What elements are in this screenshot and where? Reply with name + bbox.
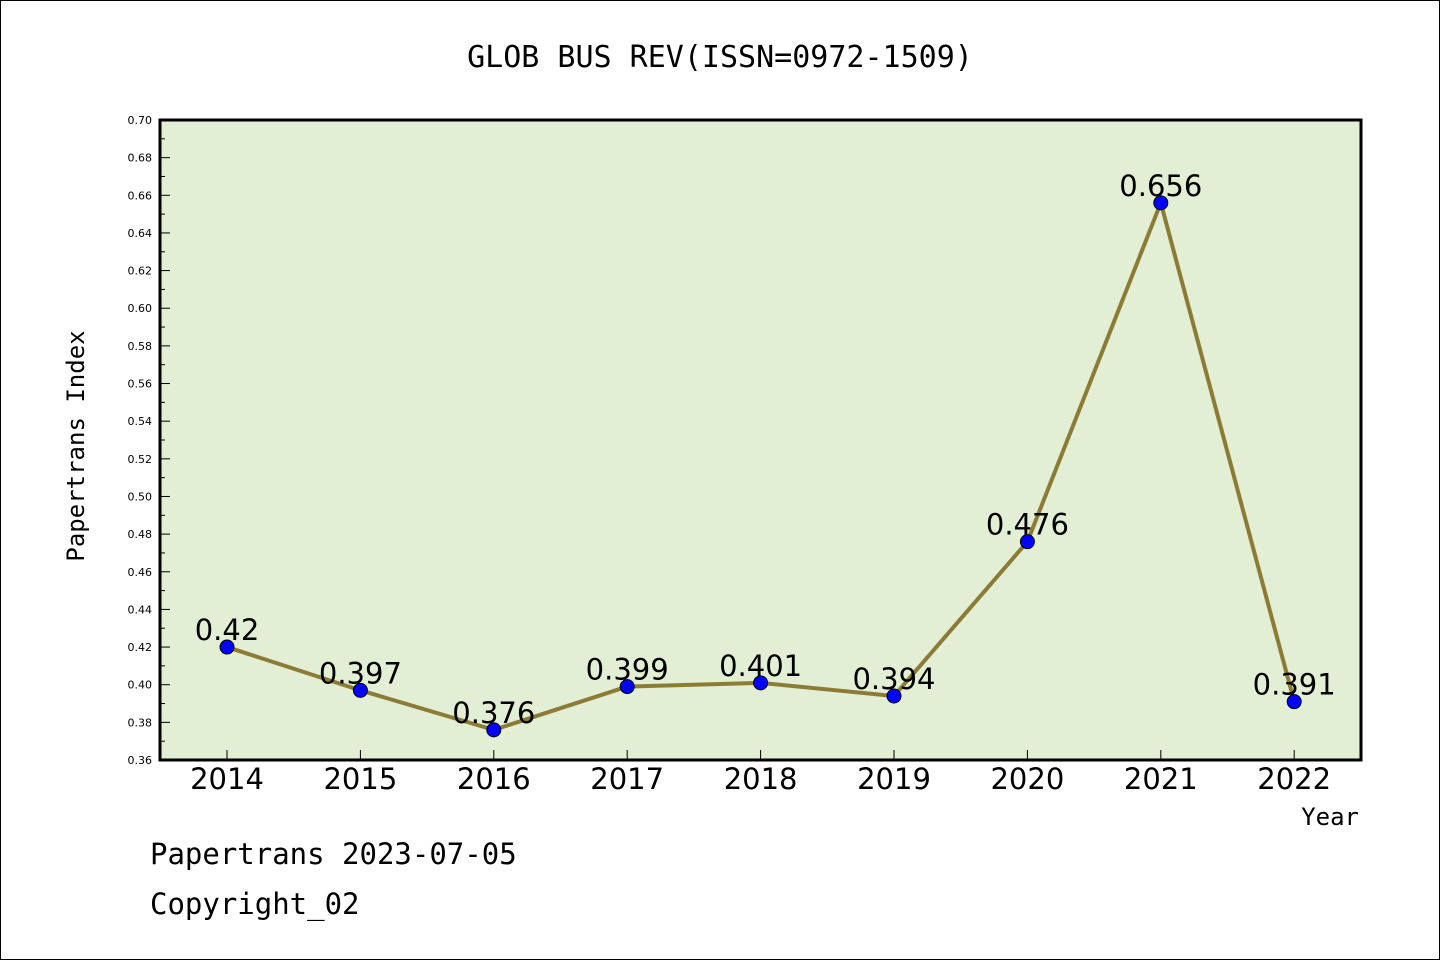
footer-copyright: Copyright_02 bbox=[150, 887, 360, 922]
y-axis-label: Papertrans Index bbox=[62, 330, 90, 561]
x-tick-label: 2021 bbox=[1124, 762, 1198, 796]
data-label: 0.397 bbox=[319, 656, 402, 690]
x-tick-label: 2016 bbox=[457, 762, 531, 796]
y-tick-label: 0.60 bbox=[128, 302, 153, 315]
y-tick-label: 0.68 bbox=[128, 152, 153, 165]
y-tick-label: 0.36 bbox=[128, 754, 153, 767]
y-tick-label: 0.66 bbox=[128, 189, 153, 202]
y-tick-label: 0.50 bbox=[128, 490, 153, 503]
y-tick-label: 0.52 bbox=[128, 453, 153, 466]
y-tick-label: 0.42 bbox=[128, 641, 153, 654]
data-label: 0.656 bbox=[1119, 169, 1202, 203]
data-point bbox=[486, 722, 502, 738]
data-point bbox=[1153, 195, 1169, 211]
point-layer bbox=[219, 195, 1302, 738]
data-label: 0.391 bbox=[1253, 668, 1336, 702]
x-axis: 2014 2015 2016 2017 2018 2019 2020 2021 2022 bbox=[190, 750, 1331, 796]
y-tick-label: 0.58 bbox=[128, 340, 153, 353]
chart-title: GLOB BUS REV(ISSN=0972-1509) bbox=[467, 40, 973, 75]
x-tick-label: 2020 bbox=[990, 762, 1064, 796]
data-point bbox=[352, 682, 368, 698]
y-tick-label: 0.54 bbox=[128, 415, 153, 428]
y-tick-label: 0.46 bbox=[128, 566, 153, 579]
x-tick-label: 2017 bbox=[590, 762, 664, 796]
x-tick-label: 2019 bbox=[857, 762, 931, 796]
data-label: 0.399 bbox=[586, 653, 669, 687]
y-tick-label: 0.44 bbox=[128, 603, 153, 616]
data-point bbox=[1019, 534, 1035, 550]
data-label-layer: 0.42 0.397 0.376 0.399 0.401 0.394 0.476 0.656 0… bbox=[195, 169, 1336, 730]
data-label: 0.394 bbox=[852, 662, 935, 696]
data-label: 0.42 bbox=[195, 613, 260, 647]
x-tick-label: 2014 bbox=[190, 762, 264, 796]
data-label: 0.401 bbox=[719, 649, 802, 683]
y-tick-label: 0.70 bbox=[128, 114, 153, 127]
y-tick-label: 0.62 bbox=[128, 265, 153, 278]
x-tick-label: 2015 bbox=[323, 762, 397, 796]
y-axis: 0.36 0.38 0.40 0.42 0.44 0.46 0.48 0.50 0.52 0.54… bbox=[128, 114, 170, 767]
data-label: 0.376 bbox=[452, 696, 535, 730]
data-point bbox=[619, 679, 635, 695]
data-point bbox=[753, 675, 769, 691]
data-point bbox=[1286, 694, 1302, 710]
x-tick-label: 2022 bbox=[1257, 762, 1331, 796]
data-point bbox=[219, 639, 235, 655]
plot-area bbox=[158, 118, 1363, 762]
x-axis-label: Year bbox=[1301, 803, 1359, 831]
y-tick-label: 0.64 bbox=[128, 227, 153, 240]
data-label: 0.476 bbox=[986, 508, 1069, 542]
footer-date: Papertrans 2023-07-05 bbox=[150, 837, 517, 871]
y-tick-label: 0.48 bbox=[128, 528, 153, 541]
data-point bbox=[886, 688, 902, 704]
y-tick-label: 0.40 bbox=[128, 679, 153, 692]
y-tick-label: 0.56 bbox=[128, 378, 153, 391]
y-tick-label: 0.38 bbox=[128, 716, 153, 729]
x-tick-label: 2018 bbox=[724, 762, 798, 796]
